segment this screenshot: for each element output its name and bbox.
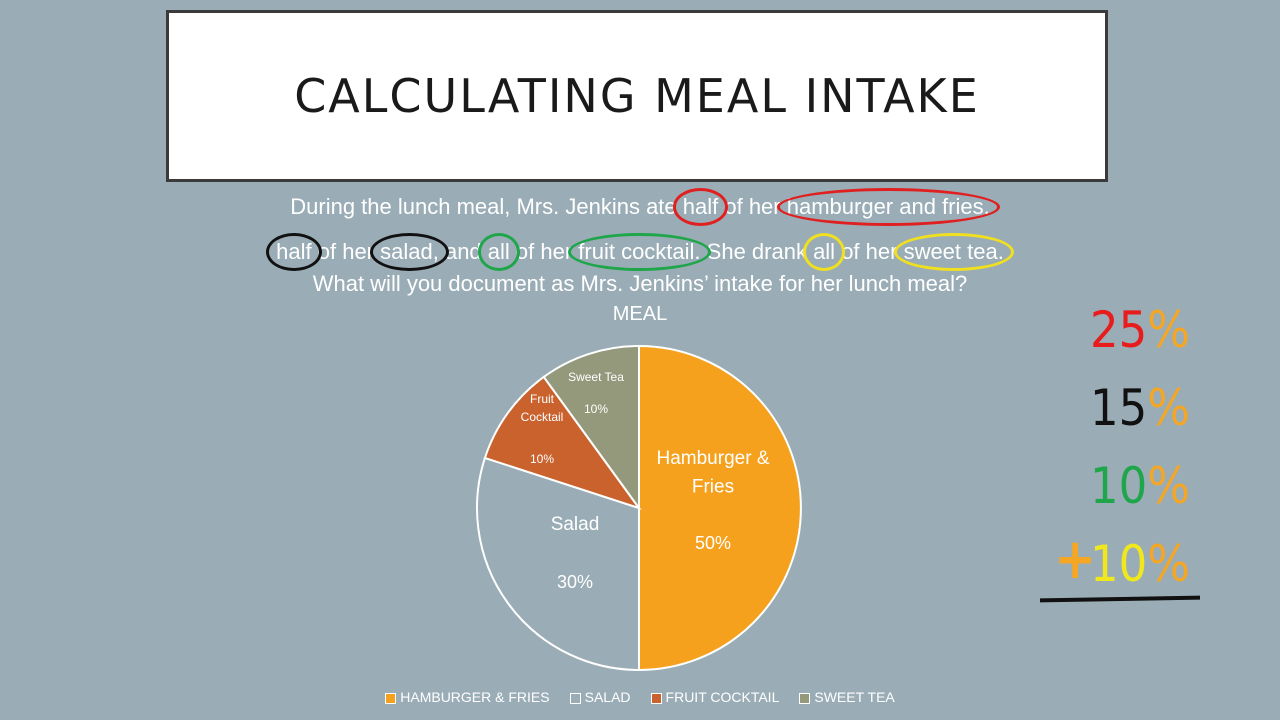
legend-item: FRUIT COCKTAIL bbox=[650, 689, 780, 705]
plus-sign: + bbox=[1054, 527, 1097, 592]
q2-text-3: and bbox=[438, 239, 488, 264]
question-line-3: What will you document as Mrs. Jenkins’ … bbox=[312, 271, 968, 296]
legend-label: FRUIT COCKTAIL bbox=[665, 689, 780, 705]
slice-value-label: 10% bbox=[530, 452, 554, 466]
legend-swatch bbox=[385, 692, 397, 704]
pie-slice-hamburger-fries bbox=[638, 344, 802, 672]
sum-percent: % bbox=[1147, 301, 1190, 359]
sum-number: 10 bbox=[1090, 457, 1148, 515]
slide-title: CALCULATING MEAL INTAKE bbox=[294, 69, 980, 123]
sum-row: 10% + bbox=[1040, 527, 1200, 612]
sum-row: 15% bbox=[1040, 378, 1200, 456]
slice-label: Fruit Cocktail bbox=[521, 392, 564, 424]
sum-row: 10% bbox=[1040, 456, 1200, 534]
legend-label: SWEET TEA bbox=[814, 689, 895, 705]
sum-percent: % bbox=[1147, 457, 1190, 515]
slice-label: Sweet Tea bbox=[568, 370, 624, 384]
sum-number: 10 bbox=[1090, 535, 1148, 593]
slice-label: Hamburger & Fries bbox=[657, 448, 770, 498]
sum-column: 25% 15% 10% 10% + bbox=[1040, 300, 1200, 612]
legend-label: SALAD bbox=[584, 689, 631, 705]
sum-row: 25% bbox=[1040, 300, 1200, 378]
legend-swatch bbox=[799, 692, 811, 704]
legend-item: SWEET TEA bbox=[799, 689, 895, 705]
legend-item: SALAD bbox=[569, 689, 631, 705]
q1-text-0: During the lunch meal, Mrs. Jenkins ate bbox=[290, 194, 683, 219]
legend-label: HAMBURGER & FRIES bbox=[400, 689, 550, 705]
slice-value-label: 50% bbox=[695, 533, 731, 553]
sum-number: 15 bbox=[1090, 379, 1148, 437]
title-box: CALCULATING MEAL INTAKE bbox=[166, 10, 1108, 182]
sum-number: 25 bbox=[1090, 301, 1148, 359]
chart-title: MEAL bbox=[612, 303, 668, 325]
pie-slice-sweet-tea bbox=[542, 344, 640, 512]
q1-text-2: of her bbox=[718, 194, 787, 219]
legend-swatch bbox=[569, 692, 581, 704]
q2-text-5: of her bbox=[509, 239, 579, 264]
sum-percent: % bbox=[1147, 379, 1190, 437]
legend-swatch bbox=[650, 692, 662, 704]
q2-circled-10: sweet tea. bbox=[893, 233, 1014, 271]
q2-text-1: of her bbox=[311, 239, 381, 264]
legend-item: HAMBURGER & FRIES bbox=[385, 689, 550, 705]
slice-label: Salad bbox=[551, 514, 600, 535]
pie-slice-salad bbox=[476, 456, 640, 672]
pie-slice-fruit-cocktail bbox=[483, 375, 642, 510]
q2-text-7: She drank bbox=[700, 239, 814, 264]
chart-legend: HAMBURGER & FRIES SALAD FRUIT COCKTAIL SWEE… bbox=[0, 689, 1280, 705]
slice-value-label: 10% bbox=[584, 402, 608, 416]
q2-text-9: of her bbox=[835, 239, 904, 264]
slice-value-label: 30% bbox=[557, 572, 593, 592]
sum-percent: % bbox=[1147, 535, 1190, 593]
